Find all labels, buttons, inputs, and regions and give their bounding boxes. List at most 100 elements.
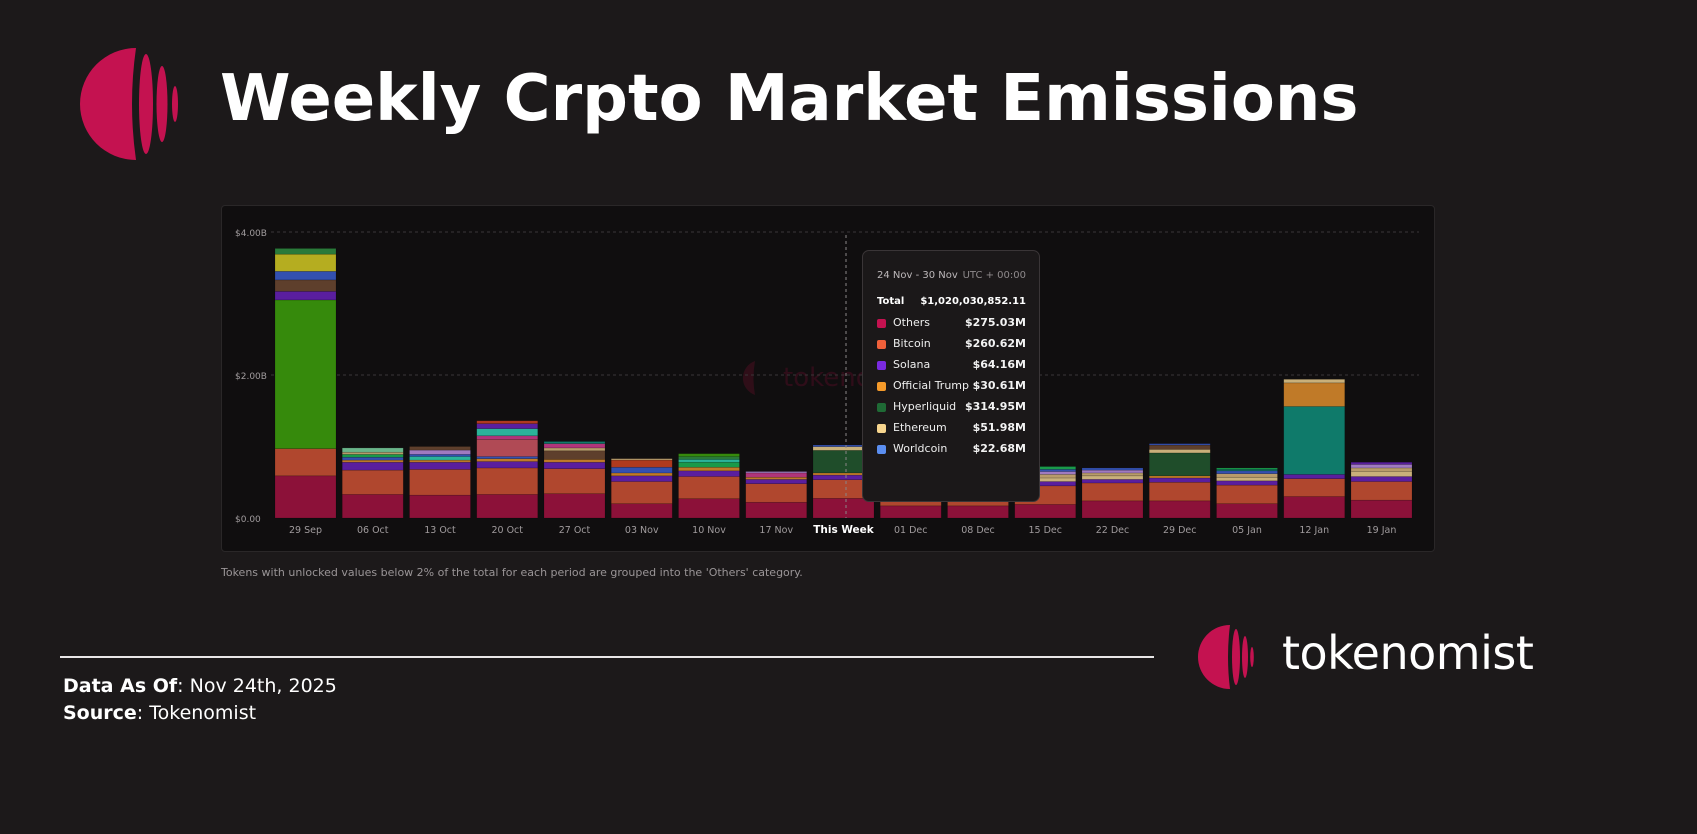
bar-segment-pink[interactable]: [543, 443, 606, 449]
bar-segment-bitcoin[interactable]: [409, 469, 471, 496]
bar-segment-bitcoin[interactable]: [1148, 481, 1211, 502]
bar-segment-solana[interactable]: [610, 475, 673, 482]
bar-segment-others[interactable]: [274, 475, 337, 519]
bar-segment-ethereum[interactable]: [1081, 475, 1144, 480]
bar-segment-others[interactable]: [543, 493, 606, 519]
bar-segment-tan[interactable]: [1216, 473, 1278, 478]
bar-segment-trump[interactable]: [341, 459, 404, 463]
bar-segment-worldcoin[interactable]: [1148, 443, 1211, 446]
bar-segment-worldcoin[interactable]: [341, 456, 404, 461]
bar-segment-pink[interactable]: [476, 435, 539, 440]
bar-segment-bitcoin[interactable]: [1350, 481, 1413, 501]
bar-segment-others[interactable]: [947, 505, 1009, 519]
bar-segment-others[interactable]: [812, 498, 875, 519]
bar-segment-solana[interactable]: [1216, 480, 1278, 486]
bar-segment-pink[interactable]: [745, 472, 808, 478]
bar-segment-tan[interactable]: [543, 447, 606, 452]
bar-segment-others[interactable]: [476, 494, 539, 519]
bar-segment-lav[interactable]: [1350, 464, 1413, 469]
bar-segment-ethereum[interactable]: [1148, 449, 1211, 454]
bar-06-oct[interactable]: [341, 447, 404, 519]
bar-segment-solana[interactable]: [1350, 476, 1413, 482]
bar-segment-worldcoin[interactable]: [274, 271, 337, 281]
bar-17-nov[interactable]: [745, 471, 808, 519]
bar-13-oct[interactable]: [409, 446, 471, 519]
bar-segment-teal2[interactable]: [543, 441, 606, 444]
bar-segment-tan[interactable]: [610, 458, 673, 461]
bar-segment-solana[interactable]: [1148, 477, 1211, 483]
bar-05-jan[interactable]: [1216, 467, 1278, 519]
bar-segment-teal[interactable]: [409, 456, 471, 461]
bar-segment-worldcoin[interactable]: [1216, 470, 1278, 474]
bar-segment-bitcoin[interactable]: [678, 476, 740, 499]
bar-segment-trump[interactable]: [409, 459, 471, 463]
bar-segment-trump[interactable]: [1283, 382, 1346, 407]
bar-segment-trump[interactable]: [745, 476, 808, 480]
bar-segment-trump[interactable]: [678, 466, 740, 472]
bar-29-sep[interactable]: [274, 248, 337, 519]
bar-segment-trump[interactable]: [610, 472, 673, 477]
bar-segment-others[interactable]: [610, 503, 673, 519]
bar-segment-solana[interactable]: [476, 461, 539, 469]
bar-27-oct[interactable]: [543, 441, 606, 519]
bar-segment-bitcoin[interactable]: [610, 481, 673, 505]
bar-segment-others[interactable]: [1350, 499, 1413, 519]
bar-segment-others[interactable]: [409, 494, 471, 519]
bar-segment-worldcoin[interactable]: [409, 454, 471, 457]
bar-segment-solana[interactable]: [1283, 474, 1346, 479]
bar-segment-bitcoin[interactable]: [341, 469, 404, 495]
bar-segment-darkgreen[interactable]: [274, 248, 337, 255]
bar-segment-tan[interactable]: [1081, 472, 1144, 477]
bar-segment-brown[interactable]: [543, 450, 606, 460]
bar-segment-hyperliquid[interactable]: [1148, 452, 1211, 477]
bar-segment-brown[interactable]: [409, 446, 471, 451]
bar-segment-bitcoin[interactable]: [1283, 478, 1346, 497]
bar-segment-solana[interactable]: [1081, 479, 1144, 484]
bar-segment-green[interactable]: [678, 453, 740, 457]
bar-segment-others[interactable]: [1014, 504, 1077, 519]
bar-10-nov[interactable]: [678, 453, 740, 519]
bar-segment-others[interactable]: [1216, 503, 1278, 519]
bar-segment-teal[interactable]: [476, 428, 539, 437]
bar-segment-others[interactable]: [745, 501, 808, 519]
bar-segment-trump[interactable]: [476, 458, 539, 462]
bar-segment-others[interactable]: [879, 505, 942, 519]
bar-segment-ethereum[interactable]: [1283, 378, 1346, 384]
bar-segment-solana[interactable]: [274, 291, 337, 301]
bar-segment-bitcoin[interactable]: [274, 448, 337, 477]
bar-20-oct[interactable]: [476, 420, 539, 519]
bar-12-jan[interactable]: [1283, 378, 1346, 519]
bar-segment-teal[interactable]: [678, 459, 740, 463]
bar-segment-darkgreen[interactable]: [678, 456, 740, 460]
bar-segment-bitcoin[interactable]: [1216, 484, 1278, 504]
bar-segment-worldcoin[interactable]: [610, 466, 673, 474]
bar-segment-solana[interactable]: [476, 423, 539, 429]
bar-segment-green2[interactable]: [1216, 467, 1278, 470]
bar-segment-lav[interactable]: [1081, 469, 1144, 474]
bar-segment-solana[interactable]: [543, 461, 606, 469]
bar-segment-trump[interactable]: [543, 459, 606, 463]
bar-segment-others[interactable]: [341, 494, 404, 519]
bar-22-dec[interactable]: [1081, 467, 1144, 519]
bar-segment-yellow[interactable]: [274, 253, 337, 272]
bar-segment-solana[interactable]: [409, 461, 471, 470]
bar-19-jan[interactable]: [1350, 461, 1413, 519]
bar-segment-bitcoin[interactable]: [543, 468, 606, 494]
bar-segment-bitcoin[interactable]: [1081, 482, 1144, 502]
bar-segment-others[interactable]: [1148, 500, 1211, 519]
bar-segment-bitcoin[interactable]: [745, 483, 808, 503]
bar-segment-green2[interactable]: [678, 461, 740, 468]
bar-segment-ethereum[interactable]: [1216, 476, 1278, 482]
bar-segment-worldcoin[interactable]: [476, 456, 539, 459]
bar-segment-red[interactable]: [476, 420, 539, 424]
bar-segment-tan[interactable]: [341, 451, 404, 455]
bar-segment-solana[interactable]: [678, 470, 740, 477]
bar-segment-others[interactable]: [678, 498, 740, 519]
bar-segment-green2[interactable]: [341, 454, 404, 458]
bar-segment-trump[interactable]: [1148, 475, 1211, 479]
bar-29-dec[interactable]: [1148, 443, 1211, 519]
bar-segment-brown[interactable]: [274, 279, 337, 292]
bar-segment-lav[interactable]: [409, 449, 471, 455]
bar-segment-lightgreen[interactable]: [341, 447, 404, 453]
bar-03-nov[interactable]: [610, 458, 673, 519]
